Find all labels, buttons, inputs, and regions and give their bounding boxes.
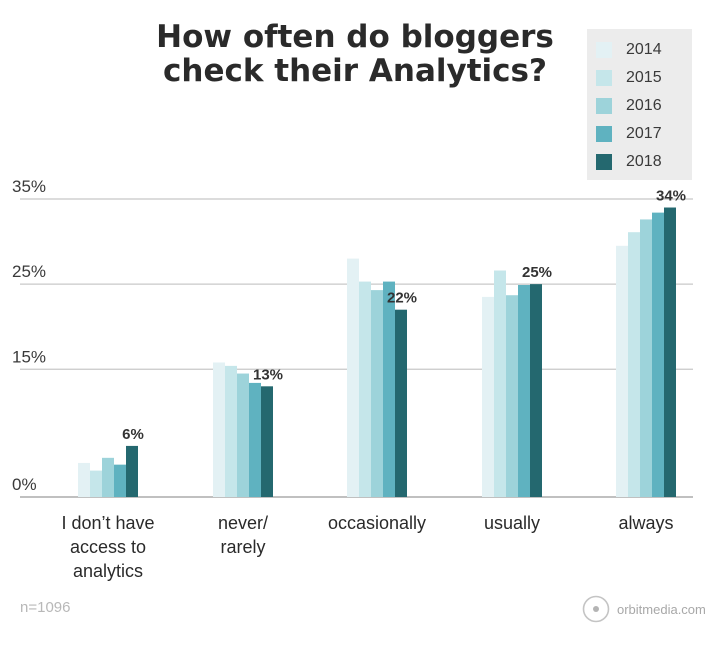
bar-2018 — [530, 284, 542, 497]
x-category-label: access to — [70, 537, 146, 557]
legend-item-2016: 2016 — [596, 96, 662, 116]
sample-size-note: n=1096 — [20, 599, 71, 616]
x-category-label: I don’t have — [61, 513, 154, 533]
x-category-label: rarely — [220, 537, 265, 557]
bar-2015 — [359, 281, 371, 497]
legend-item-2018: 2018 — [596, 152, 662, 172]
data-label: 13% — [253, 366, 283, 383]
y-tick-label: 25% — [12, 262, 46, 281]
y-tick-label: 15% — [12, 347, 46, 366]
chart-title-line-1: How often do bloggers — [156, 19, 554, 55]
data-label: 6% — [122, 426, 144, 443]
legend-label: 2016 — [626, 97, 662, 114]
bar-2014 — [78, 462, 90, 497]
bar-2017 — [383, 281, 395, 497]
bar-2017 — [114, 464, 126, 497]
legend-item-2014: 2014 — [596, 40, 662, 60]
legend-item-2015: 2015 — [596, 68, 662, 88]
legend-swatch — [596, 98, 612, 114]
legend-item-2017: 2017 — [596, 124, 662, 144]
x-category-label: usually — [484, 513, 540, 533]
legend-label: 2017 — [626, 125, 662, 142]
x-category-label: always — [618, 513, 673, 533]
bar-2018 — [126, 445, 138, 497]
legend-label: 2014 — [626, 41, 662, 58]
brand-watermark: orbitmedia.com — [582, 594, 706, 624]
data-label: 22% — [387, 290, 417, 307]
legend-swatch — [596, 126, 612, 142]
legend-swatch — [596, 42, 612, 58]
data-label: 34% — [656, 188, 686, 205]
legend-label: 2018 — [626, 153, 662, 170]
bar-2016 — [506, 295, 518, 497]
bar-2014 — [616, 245, 628, 497]
data-label: 25% — [522, 264, 552, 281]
y-tick-label: 35% — [12, 177, 46, 196]
y-tick-label: 0% — [12, 475, 37, 494]
x-category-label: occasionally — [328, 513, 426, 533]
bar-2016 — [640, 219, 652, 498]
chart-legend: 2014 2015 2016 2017 2018 — [587, 29, 692, 180]
bar-2018 — [261, 386, 273, 497]
bar-2015 — [628, 232, 640, 497]
bar-2014 — [347, 258, 359, 497]
bar-2017 — [249, 382, 261, 497]
bar-2018 — [664, 207, 676, 497]
legend-swatch — [596, 70, 612, 86]
x-category-label: analytics — [73, 561, 143, 581]
bar-2015 — [225, 365, 237, 497]
bar-2014 — [213, 362, 225, 497]
bar-2014 — [482, 296, 494, 497]
legend-swatch — [596, 154, 612, 170]
bar-2018 — [395, 309, 407, 497]
x-category-label: never/ — [218, 513, 268, 533]
bar-2016 — [237, 373, 249, 497]
bar-2015 — [494, 270, 506, 497]
bar-2016 — [371, 290, 383, 497]
legend-label: 2015 — [626, 69, 662, 86]
bar-2015 — [90, 470, 102, 497]
chart-title: How often do bloggers check their Analyt… — [120, 20, 590, 88]
bar-2017 — [652, 212, 664, 497]
bar-2016 — [102, 457, 114, 497]
brand-text: orbitmedia.com — [617, 601, 706, 617]
bar-2017 — [518, 284, 530, 497]
orbit-logo-icon — [582, 595, 610, 623]
chart-title-line-2: check their Analytics? — [163, 53, 547, 89]
